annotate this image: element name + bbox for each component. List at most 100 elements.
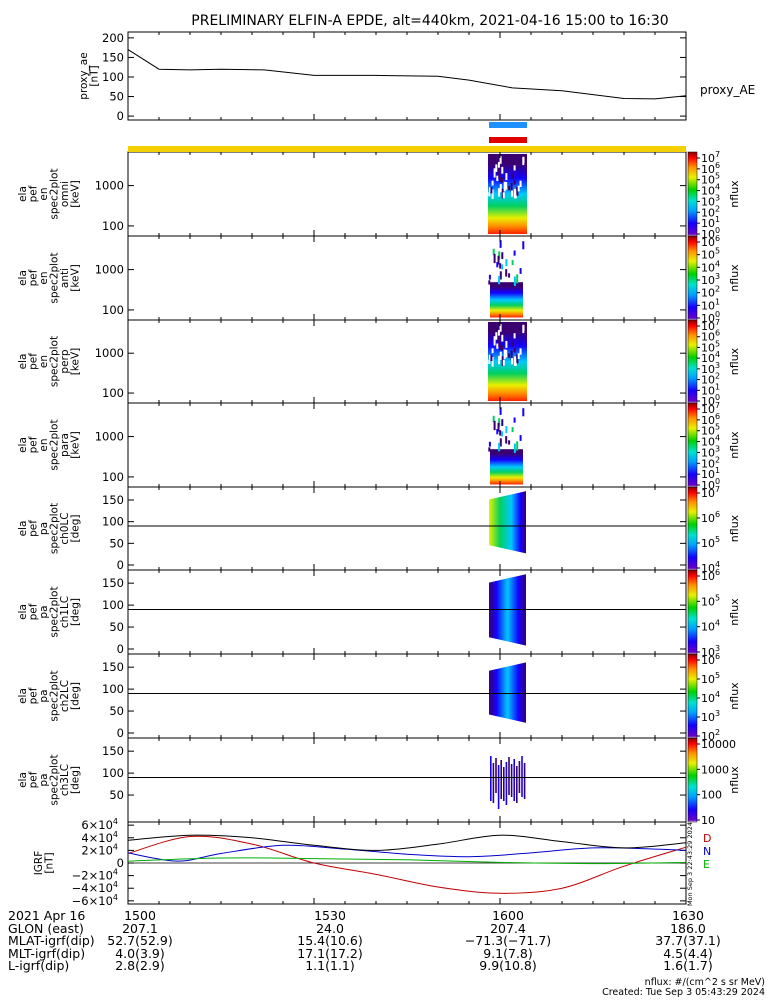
en-para-spec-speck — [501, 419, 504, 426]
pa-ch2-cbar-label: 104 — [701, 690, 720, 705]
pa-ch2-cbar-exp: 2 — [715, 728, 720, 737]
proxy-ae-ytick-label: 50 — [109, 90, 124, 104]
proxy-ae-ytick-label: 200 — [102, 31, 124, 45]
igrf-legend-N: N — [703, 845, 711, 858]
pa-ch0-cbar-label: 107 — [701, 485, 720, 500]
en-omni-spec-speck — [498, 188, 501, 197]
pa-ch1-ylabel-line: pa — [38, 605, 50, 618]
en-perp-spec-speck — [499, 344, 502, 350]
en-para-spec-speck — [522, 408, 525, 417]
en-para-spec-speck — [505, 436, 508, 444]
en-anti-cbar-exp: 0 — [715, 310, 720, 319]
en-anti-cbar-exp: 5 — [715, 247, 720, 256]
en-perp-spec-speck — [490, 354, 493, 361]
pa-ch2-cbar-label: 105 — [701, 671, 720, 686]
en-anti-cbar-exp: 4 — [715, 259, 720, 268]
igrf-ytick-exp: 4 — [113, 817, 118, 826]
en-anti-spec-speck — [496, 262, 499, 268]
en-anti-spec-speck — [499, 263, 502, 269]
footer-row-label: 2021 Apr 16 — [8, 908, 86, 923]
en-omni-ylabel-line: en — [38, 187, 50, 200]
en-para-spec-speck — [513, 443, 516, 453]
en-omni-ylabel-line: pef — [27, 185, 39, 202]
en-omni-spec-speck — [513, 165, 516, 171]
footer-row-value: 4.5(4.4) — [663, 945, 713, 961]
en-para-spec-speck — [513, 417, 516, 423]
proxy-ae-ylabel-line: [nT] — [88, 65, 100, 86]
pa-ch2-ytick-label: 100 — [102, 682, 124, 696]
footer-row-label: MLT-igrf(dip) — [8, 945, 86, 961]
pa-ch0-cbar-exp: 5 — [715, 535, 720, 544]
en-para-spec-speck — [499, 407, 502, 415]
en-omni-spec-speck — [493, 168, 496, 178]
pa-ch1-cbar-exp: 4 — [715, 619, 720, 628]
en-omni-cbar-exp: 1 — [715, 215, 720, 224]
en-anti-spec-speck — [488, 274, 491, 280]
en-perp-spec-speck — [522, 324, 525, 332]
igrf-legend-D: D — [703, 832, 711, 845]
pa-ch3-ylabel-line: ela — [17, 772, 29, 788]
en-omni-cbar-exp: 6 — [715, 161, 720, 170]
en-perp-spec-speck — [499, 351, 502, 360]
pa-ch1-ytick-label: 0 — [117, 642, 124, 656]
en-para-ylabel-line: [keV] — [69, 431, 81, 459]
en-omni-cbar-exp: 5 — [715, 172, 720, 181]
footer-row-value: 17.1(17.2) — [297, 945, 363, 961]
pa-ch1-ylabel-line: spec2plot — [48, 586, 60, 637]
footer-row-label: MLAT-igrf(dip) — [8, 933, 95, 948]
pa-ch1-cbar-exp: 5 — [715, 593, 720, 602]
en-anti-spec-speck — [505, 269, 508, 277]
pa-ch3-pa-speck — [521, 756, 523, 797]
en-para-ytick-label: 100 — [102, 470, 124, 484]
igrf-ytick-label: −2×104 — [72, 868, 118, 883]
footer-row: MLAT-igrf(dip) 52.7(52.9) 15.4(10.6) −71.3(… — [8, 934, 768, 947]
en-anti-colorbar — [687, 235, 698, 321]
igrf-ytick-label: 4×104 — [81, 830, 118, 845]
en-para-spec-speck — [499, 430, 502, 436]
en-anti-spec-speck — [511, 260, 514, 266]
igrf-series-total — [127, 834, 687, 851]
en-para-spectrogram — [488, 407, 525, 485]
pa-ch3-pa-speck — [523, 763, 526, 799]
en-perp-frame — [127, 319, 687, 404]
pa-ch0-cbar-title: nflux — [728, 514, 741, 542]
en-omni-spectrogram — [488, 154, 527, 234]
pa-ch3-ylabel-line: pa — [38, 773, 50, 786]
en-anti-ylabel-line: anti — [59, 268, 71, 288]
footer-row-value: 15.4(10.6) — [297, 933, 363, 948]
en-para-spec-speck — [488, 447, 491, 452]
footer-row-value: 37.7(37.1) — [655, 933, 721, 948]
pa-ch1-cbar-title: nflux — [728, 598, 741, 626]
pa-ch2-frame — [127, 653, 687, 739]
en-para-spec-speck — [498, 442, 501, 452]
en-anti-ylabel-line: en — [38, 271, 50, 284]
en-para-cbar-exp: 3 — [715, 444, 720, 453]
pa-ch0-ylabel-line: spec2plot — [48, 503, 60, 554]
pa-ch2-ytick-label: 150 — [102, 660, 124, 674]
pa-ch3-ylabel-line: ch3LC — [59, 764, 71, 796]
en-perp-cbar-exp: 5 — [715, 339, 720, 348]
igrf-ylabel-line: IGRF — [33, 851, 45, 876]
en-perp-spec-speck — [505, 340, 508, 348]
pa-ch0-cbar-label: 105 — [701, 535, 720, 550]
pa-ch3-pa-speck — [508, 757, 510, 795]
en-perp-spec-speck — [491, 348, 494, 354]
footer-row: MLT-igrf(dip) 4.0(3.9) 17.1(17.2) 9.1(7.8) 4… — [8, 947, 768, 960]
en-anti-spec-speck — [501, 252, 504, 259]
pa-ch0-ylabel-line: ela — [17, 521, 29, 537]
plot-stamp: Mon Sep 3 22:43:29 2024 — [686, 822, 694, 906]
en-perp-ylabel-line: [keV] — [69, 348, 81, 376]
en-perp-cbar-exp: 0 — [715, 393, 720, 402]
en-para-spec-speck — [499, 438, 502, 447]
en-anti-ylabel-line: [keV] — [69, 264, 81, 292]
en-para-spec-speck — [492, 415, 495, 423]
en-perp-ylabel-line: perp — [59, 349, 71, 373]
en-anti-spec-speck — [492, 248, 495, 256]
en-para-cbar-title: nflux — [728, 431, 741, 459]
en-omni-spec-speck — [499, 184, 502, 193]
en-omni-spec-speck — [519, 180, 522, 186]
en-omni-spec-speck — [490, 187, 493, 194]
en-omni-spec-speck — [502, 192, 505, 199]
en-para-ytick-label: 1000 — [95, 430, 124, 444]
igrf-ytick-exp: 4 — [113, 868, 118, 877]
